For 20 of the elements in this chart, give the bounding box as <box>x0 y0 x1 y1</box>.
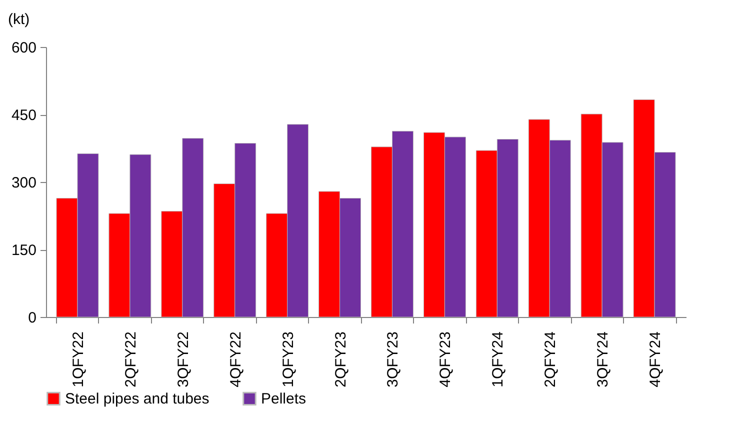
x-tick-label: 3QFY22 <box>174 332 192 388</box>
x-tick-label: 1QFY23 <box>280 332 297 388</box>
y-tick-label: 450 <box>11 107 36 124</box>
x-tick-label: 4QFY23 <box>437 332 454 388</box>
x-tick-label: 4QFY24 <box>647 332 664 388</box>
y-tick-label: 0 <box>28 310 36 326</box>
y-tick-label: 150 <box>11 242 36 259</box>
y-axis-title: (kt) <box>8 11 30 28</box>
x-tick-label: 2QFY23 <box>332 332 350 388</box>
x-tick-label: 1QFY22 <box>70 332 87 388</box>
x-tick-label: 3QFY24 <box>594 332 612 388</box>
x-tick-label: 3QFY23 <box>384 332 402 388</box>
x-tick-label: 1QFY24 <box>490 332 507 388</box>
y-tick-label: 600 <box>11 40 36 56</box>
x-tick-label: 2QFY24 <box>542 332 560 388</box>
y-tick-label: 300 <box>11 174 36 192</box>
legend-label: Steel pipes and tubes <box>65 390 210 408</box>
x-tick-label: 4QFY22 <box>227 332 244 388</box>
legend-label: Pellets <box>261 390 306 408</box>
x-tick-label: 2QFY22 <box>122 332 140 388</box>
